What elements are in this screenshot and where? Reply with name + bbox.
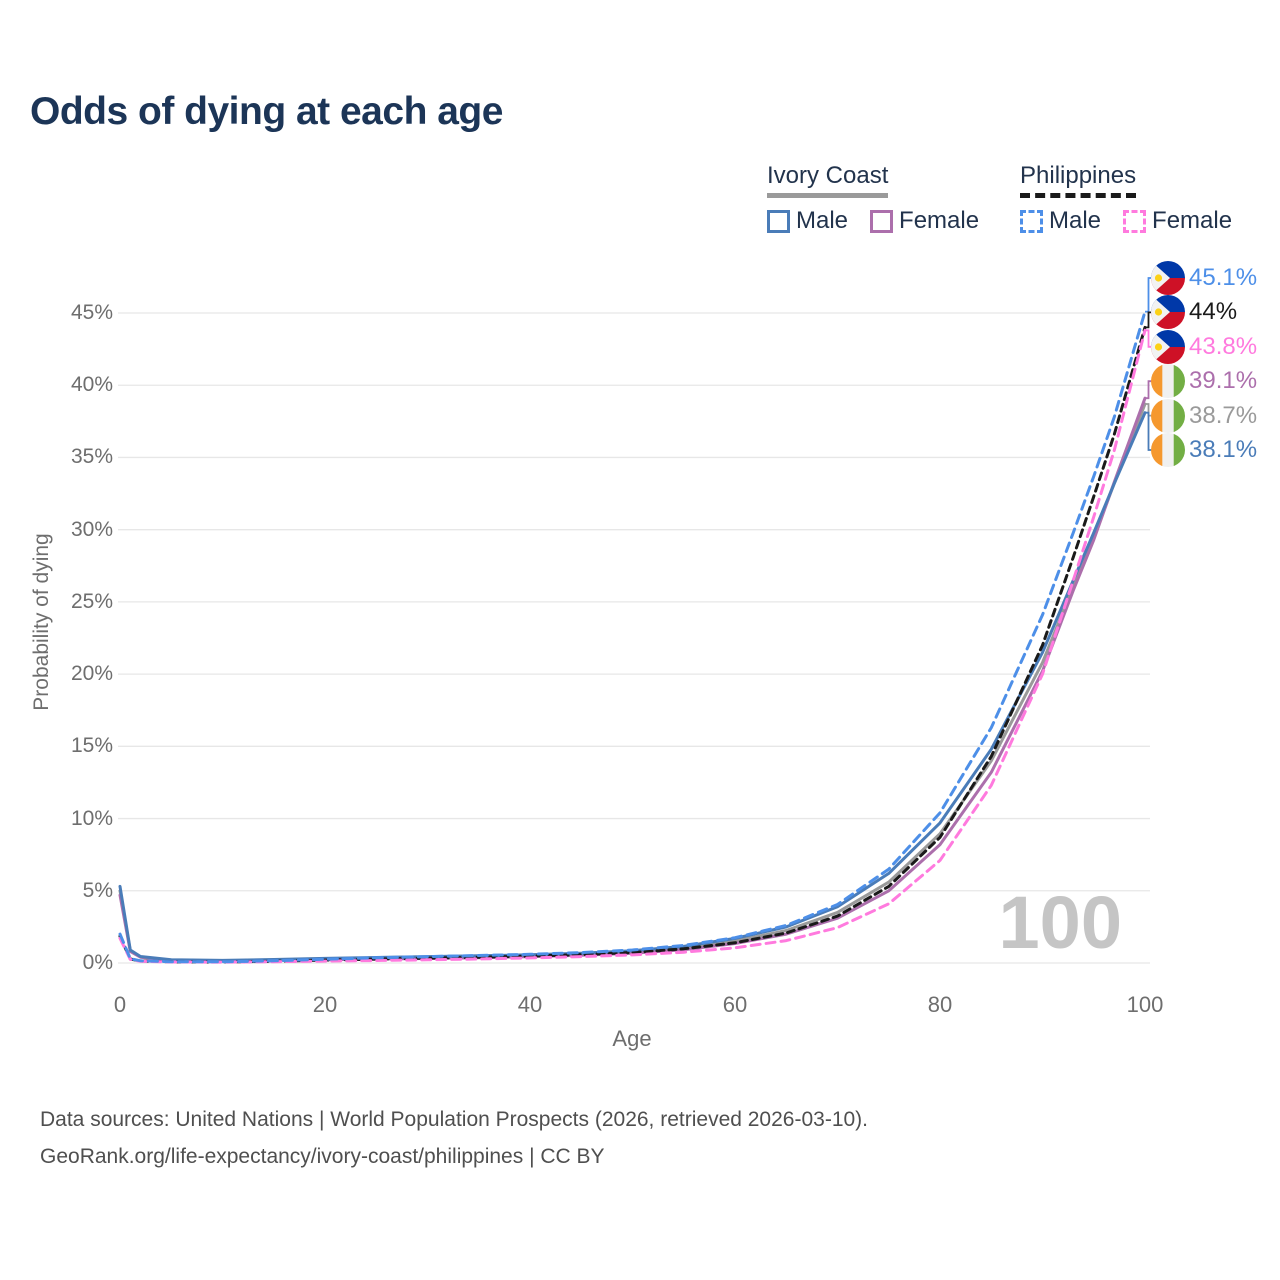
- leader-line: [1145, 277, 1152, 313]
- series-line-philippines-female[interactable]: [118, 328, 1147, 964]
- end-value-label: 38.1%: [1189, 436, 1258, 463]
- x-tick-0: 0: [113, 992, 127, 1017]
- legend-header-ivory-coast[interactable]: Ivory Coast: [767, 162, 889, 198]
- x-axis-title: Age: [612, 1026, 652, 1051]
- philippines-flag-icon: [1151, 329, 1185, 364]
- ivory-coast-female-swatch-icon: [870, 209, 894, 233]
- end-label-philippines-both-sexes[interactable]: 44%: [1151, 295, 1238, 330]
- y-tick-0%: 0%: [82, 951, 113, 974]
- end-label-ivory-coast-male[interactable]: 38.1%: [1151, 433, 1257, 467]
- leader-line: [1145, 403, 1152, 417]
- end-value-label: 43.8%: [1189, 332, 1258, 360]
- legend-item-label: Male: [796, 207, 849, 234]
- series-line-philippines-male[interactable]: [118, 310, 1147, 964]
- legend-item-label: Female: [1152, 207, 1233, 234]
- end-value-label: 45.1%: [1189, 264, 1258, 291]
- series-line-philippines-both-sexes[interactable]: [118, 325, 1147, 964]
- end-label-ivory-coast-female[interactable]: 39.1%: [1151, 364, 1258, 399]
- end-label-ivory-coast-both-sexes[interactable]: 38.7%: [1151, 398, 1258, 433]
- philippines-flag-icon: [1151, 295, 1185, 330]
- series-line-ivory-coast-female[interactable]: [118, 396, 1147, 963]
- y-tick-45%: 45%: [70, 301, 113, 324]
- legend-item-label: Female: [899, 207, 980, 234]
- y-tick-20%: 20%: [70, 662, 113, 686]
- legend-header-philippines[interactable]: Philippines: [1020, 162, 1137, 198]
- end-label-philippines-male[interactable]: 45.1%: [1151, 261, 1257, 295]
- legend-item-ivory-coast-female[interactable]: Female: [870, 207, 979, 235]
- y-tick-5%: 5%: [82, 878, 113, 902]
- y-tick-30%: 30%: [70, 517, 113, 541]
- philippines-female-swatch-icon: [1123, 209, 1147, 233]
- footer-data-sources: Data sources: United Nations | World Pop…: [40, 1108, 869, 1131]
- x-tick-100: 100: [1126, 992, 1164, 1017]
- end-value-label: 44%: [1189, 298, 1238, 326]
- page-title: Odds of dying at each age: [30, 90, 503, 133]
- x-tick-20: 20: [312, 992, 338, 1017]
- series-line-ivory-coast-male[interactable]: [118, 411, 1147, 962]
- x-tick-80: 80: [927, 992, 953, 1017]
- leader-line: [1145, 411, 1152, 451]
- end-label-philippines-female[interactable]: 43.8%: [1151, 329, 1258, 364]
- ivory-coast-flag-icon: [1151, 433, 1185, 467]
- footer-attribution-link[interactable]: GeoRank.org/life-expectancy/ivory-coast/…: [40, 1145, 605, 1168]
- legend-item-label: Male: [1049, 207, 1102, 234]
- leader-line: [1145, 380, 1152, 400]
- age-watermark: 100: [999, 881, 1122, 964]
- ivory-coast-flag-icon: [1151, 364, 1185, 399]
- x-tick-40: 40: [517, 992, 543, 1017]
- y-tick-25%: 25%: [70, 589, 113, 613]
- legend-item-philippines-male[interactable]: Male: [1020, 207, 1101, 235]
- leader-line: [1145, 329, 1152, 348]
- ivory-coast-male-swatch-icon: [767, 209, 790, 233]
- ivory-coast-flag-icon: [1151, 398, 1185, 433]
- legend-item-ivory-coast-male[interactable]: Male: [767, 207, 848, 235]
- philippines-male-swatch-icon: [1020, 209, 1043, 233]
- x-tick-60: 60: [722, 992, 748, 1017]
- legend-group-ivory-coast: Ivory Coast Male Female: [767, 162, 979, 235]
- y-tick-40%: 40%: [70, 373, 113, 397]
- y-tick-10%: 10%: [70, 806, 113, 830]
- leader-line: [1145, 311, 1152, 329]
- y-tick-35%: 35%: [70, 445, 113, 469]
- legend-item-philippines-female[interactable]: Female: [1123, 207, 1232, 235]
- y-tick-15%: 15%: [70, 734, 113, 758]
- legend-group-philippines: Philippines Male Female: [1020, 162, 1232, 235]
- philippines-flag-icon: [1151, 261, 1185, 295]
- end-value-label: 38.7%: [1189, 401, 1258, 429]
- end-value-label: 39.1%: [1189, 367, 1258, 395]
- series-line-ivory-coast-both-sexes[interactable]: [118, 402, 1147, 963]
